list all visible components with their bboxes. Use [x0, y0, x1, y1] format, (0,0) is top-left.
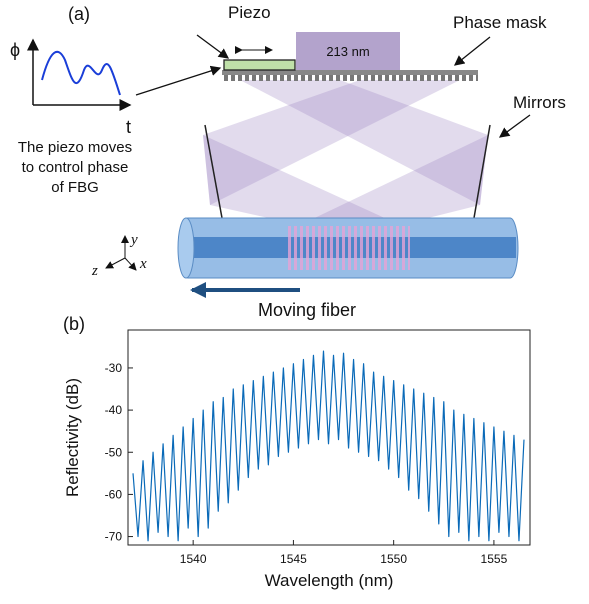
x-axis-label: Wavelength (nm)	[265, 571, 394, 590]
x-tick-label: 1550	[380, 552, 407, 566]
y-tick-label: -60	[105, 487, 123, 501]
fiber-end	[178, 218, 194, 278]
spectrum-line	[133, 351, 524, 541]
panel-a: (a) 213 nm Piezo Phase mask Mirrors ϕ t …	[10, 3, 566, 334]
pointer	[455, 37, 490, 65]
grating	[285, 226, 410, 270]
y-axis-label: Reflectivity (dB)	[63, 378, 82, 497]
pointer	[136, 68, 220, 95]
pointer	[500, 115, 530, 137]
axis-label: t	[126, 117, 131, 137]
y-tick-label: -40	[105, 403, 123, 417]
caption-line: of FBG	[51, 179, 99, 196]
label: Mirrors	[513, 93, 566, 112]
caption-line: The piezo moves	[18, 139, 132, 156]
piezo	[224, 60, 295, 70]
panel-b: -70 -60 -50 -40 -30 1540 1545 1550 1555 Wavelengt…	[63, 330, 530, 590]
panel-label: (a)	[68, 4, 90, 24]
axis	[125, 258, 136, 270]
axis-label: ϕ	[10, 40, 20, 60]
label: Phase mask	[453, 13, 547, 32]
y-tick-label: -30	[105, 361, 123, 375]
width-label: 213 nm	[326, 44, 369, 59]
axis-label: x	[139, 256, 147, 272]
x-tick-label: 1555	[481, 552, 508, 566]
axis-label: z	[91, 263, 98, 279]
phase-curve	[42, 52, 120, 95]
panel-label: (b)	[63, 314, 85, 334]
y-tick-label: -70	[105, 530, 123, 544]
caption-line: to control phase	[22, 159, 129, 176]
x-tick-label: 1540	[180, 552, 207, 566]
axis	[106, 258, 125, 268]
y-tick-label: -50	[105, 445, 123, 459]
figure: (a) 213 nm Piezo Phase mask Mirrors ϕ t …	[0, 0, 589, 604]
pointer	[197, 35, 228, 58]
x-tick-label: 1545	[280, 552, 307, 566]
motion-arrowhead	[190, 282, 206, 298]
label: Moving fiber	[258, 300, 356, 320]
axis-label: y	[129, 232, 138, 248]
label: Piezo	[228, 3, 271, 22]
phase-mask	[222, 70, 478, 75]
